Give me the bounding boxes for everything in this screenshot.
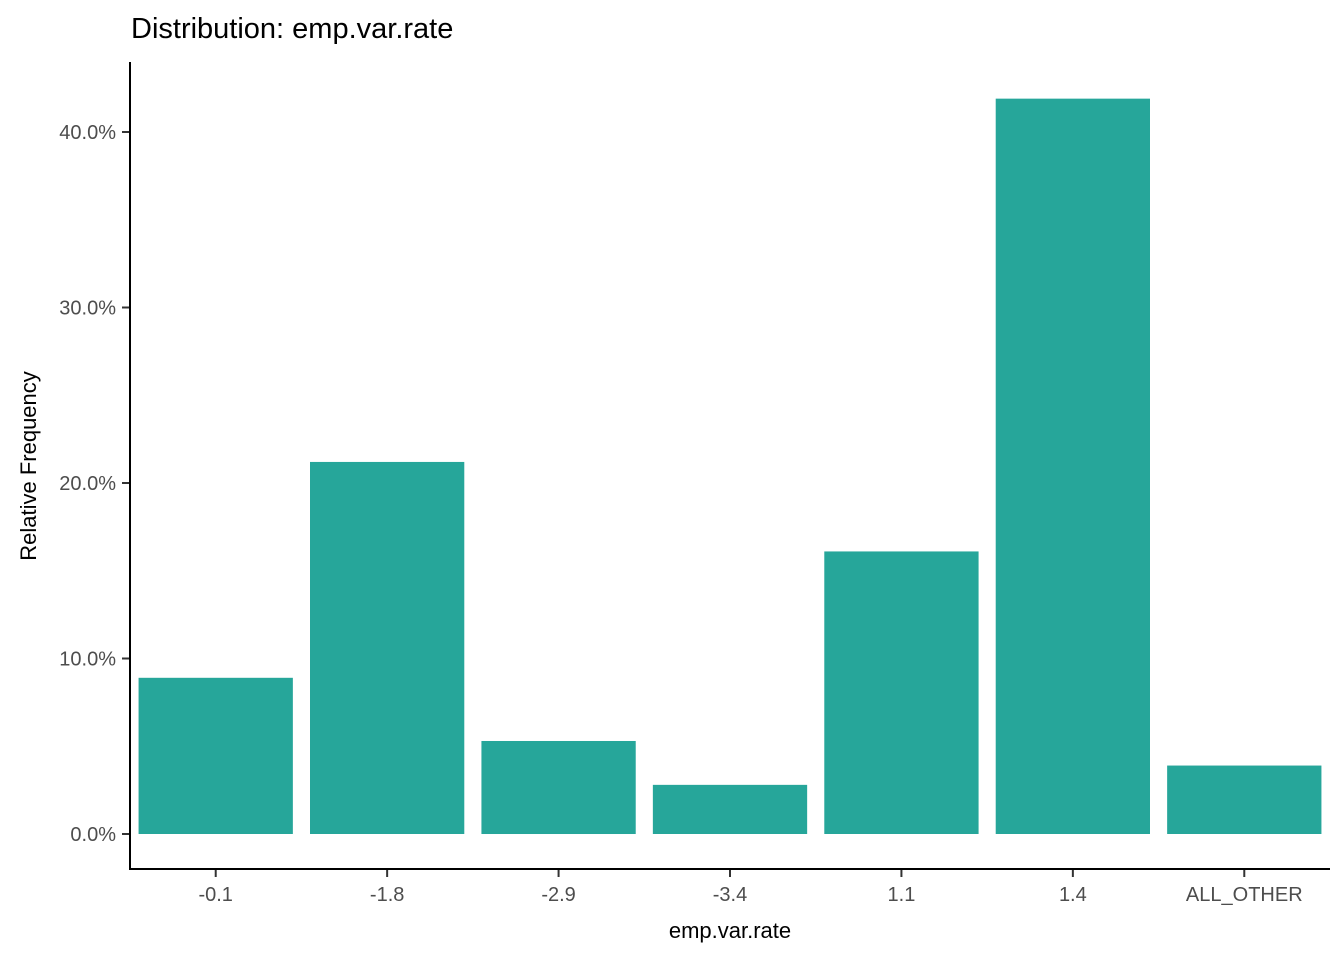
bars-layer xyxy=(138,98,1322,835)
x-ticks-layer: -0.1 -1.8 -2.9 -3.4 1.1 1.4 ALL_OTHER xyxy=(198,870,1303,906)
bar-2-9-neg xyxy=(481,740,636,835)
x-tick-label: -3.4 xyxy=(713,884,747,906)
x-tick-label: -0.1 xyxy=(198,884,232,906)
x-tick-label: 1.4 xyxy=(1059,884,1087,906)
bar-1-8-neg xyxy=(310,461,465,834)
y-ticks-layer: 0.0% 10.0% 20.0% 30.0% 40.0% xyxy=(59,122,129,846)
x-axis-title: emp.var.rate xyxy=(669,918,791,943)
bar-0-1-neg xyxy=(138,677,293,834)
x-tick-label: -1.8 xyxy=(370,884,404,906)
y-tick-label: 30.0% xyxy=(59,298,116,320)
bar-all-other xyxy=(1167,765,1322,834)
bar-1-4 xyxy=(995,98,1150,834)
y-axis-title: Relative Frequency xyxy=(16,371,41,561)
x-tick-label: -2.9 xyxy=(541,884,575,906)
chart-title: Distribution: emp.var.rate xyxy=(131,13,453,45)
x-tick-label: 1.1 xyxy=(888,884,916,906)
y-tick-label: 40.0% xyxy=(59,122,116,144)
y-tick-label: 0.0% xyxy=(70,824,116,846)
bar-1-1 xyxy=(824,551,979,834)
bar-3-4-neg xyxy=(652,784,808,834)
y-tick-label: 10.0% xyxy=(59,649,116,671)
x-tick-label: ALL_OTHER xyxy=(1186,884,1303,906)
y-tick-label: 20.0% xyxy=(59,473,116,495)
